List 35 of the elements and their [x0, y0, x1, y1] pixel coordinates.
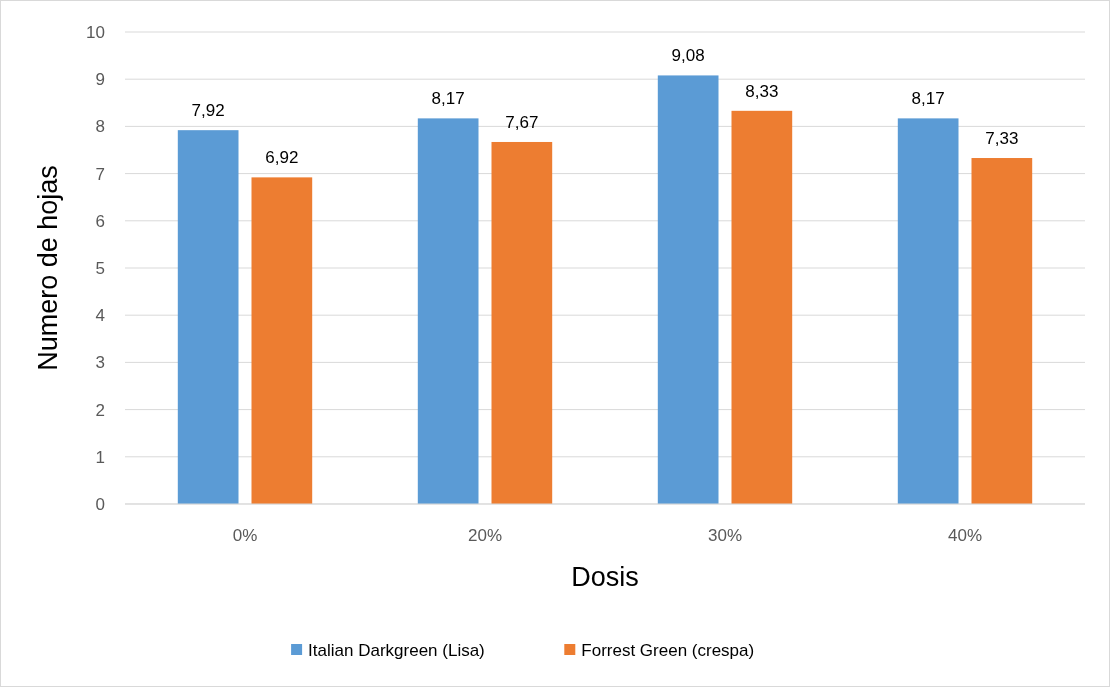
y-tick-label: 0 [95, 494, 105, 514]
data-label: 8,17 [431, 89, 465, 109]
x-tick-label: 30% [707, 526, 743, 545]
x-tick-label: 0% [232, 526, 258, 545]
y-tick-label: 5 [95, 258, 105, 278]
data-label: 9,08 [671, 46, 705, 66]
y-tick-label: 8 [95, 117, 105, 137]
bar [897, 118, 959, 504]
bar [417, 118, 479, 504]
y-tick-label: 2 [95, 400, 105, 420]
bar [657, 75, 719, 504]
data-label: 6,92 [265, 148, 299, 168]
data-label: 7,67 [505, 112, 539, 132]
y-axis-title: Numero de hojas [33, 165, 63, 371]
legend-label: Italian Darkgreen (Lisa) [308, 640, 485, 660]
y-tick-label: 9 [95, 70, 105, 90]
x-tick-label: 20% [467, 526, 503, 545]
y-tick-label: 10 [86, 22, 105, 42]
x-axis-title: Dosis [571, 562, 639, 592]
bar [491, 141, 553, 504]
data-label: 8,17 [911, 89, 945, 109]
x-tick-label: 40% [947, 526, 983, 545]
y-tick-label: 6 [95, 211, 105, 231]
bar [731, 110, 793, 504]
y-tick-label: 3 [95, 353, 105, 373]
data-label: 7,33 [985, 129, 1019, 149]
data-label: 8,33 [745, 81, 779, 101]
legend-label: Forrest Green (crespa) [581, 640, 755, 660]
data-label: 7,92 [191, 101, 225, 121]
y-tick-label: 7 [95, 164, 105, 184]
bar [177, 130, 239, 504]
bar [251, 177, 313, 504]
y-tick-label: 1 [95, 447, 105, 467]
bar [971, 158, 1033, 504]
y-tick-label: 4 [95, 306, 105, 326]
